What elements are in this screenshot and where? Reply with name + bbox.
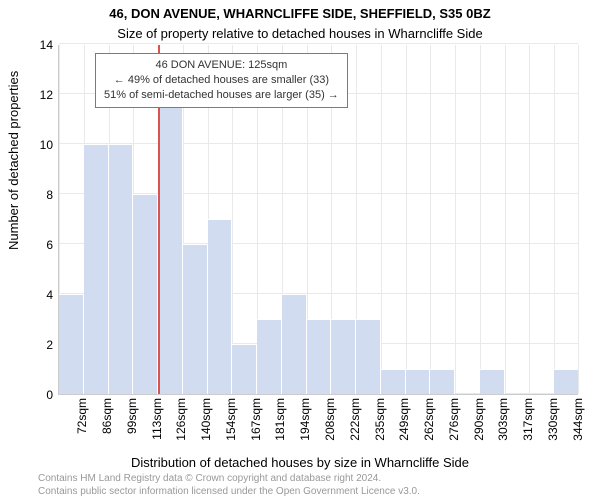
- x-axis-label: Distribution of detached houses by size …: [0, 455, 600, 470]
- x-tick: 303sqm: [496, 398, 510, 448]
- x-tick: 99sqm: [125, 398, 139, 448]
- histogram-bar: [232, 344, 257, 394]
- chart-container: 46, DON AVENUE, WHARNCLIFFE SIDE, SHEFFI…: [0, 0, 600, 500]
- y-tick: 2: [23, 338, 53, 352]
- histogram-bar: [158, 82, 183, 395]
- gridline-v: [480, 45, 481, 394]
- histogram-bar: [59, 294, 84, 394]
- x-tick: 154sqm: [224, 398, 238, 448]
- histogram-bar: [282, 294, 307, 394]
- histogram-bar: [133, 194, 158, 394]
- histogram-bar: [356, 319, 381, 394]
- histogram-bar: [554, 369, 579, 394]
- gridline-v: [406, 45, 407, 394]
- x-tick: 181sqm: [273, 398, 287, 448]
- x-tick: 222sqm: [348, 398, 362, 448]
- histogram-bar: [257, 319, 282, 394]
- x-tick: 208sqm: [323, 398, 337, 448]
- annotation-line-3: 51% of semi-detached houses are larger (…: [104, 88, 339, 103]
- x-tick: 262sqm: [422, 398, 436, 448]
- footer-line1: Contains HM Land Registry data © Crown c…: [38, 473, 420, 486]
- chart-title-desc: Size of property relative to detached ho…: [0, 26, 600, 41]
- y-tick: 0: [23, 388, 53, 402]
- histogram-bar: [331, 319, 356, 394]
- y-axis-label: Number of detached properties: [6, 71, 21, 250]
- gridline-v: [554, 45, 555, 394]
- y-tick: 8: [23, 188, 53, 202]
- gridline-v: [455, 45, 456, 394]
- gridline-h: [59, 143, 578, 144]
- annotation-line-1: 46 DON AVENUE: 125sqm: [104, 58, 339, 73]
- x-tick: 194sqm: [298, 398, 312, 448]
- y-tick: 14: [23, 38, 53, 52]
- gridline-v: [578, 45, 579, 394]
- x-tick: 167sqm: [249, 398, 263, 448]
- x-tick: 290sqm: [472, 398, 486, 448]
- x-tick: 330sqm: [546, 398, 560, 448]
- gridline-h: [59, 43, 578, 44]
- x-tick: 86sqm: [100, 398, 114, 448]
- x-tick: 126sqm: [174, 398, 188, 448]
- histogram-bar: [480, 369, 505, 394]
- histogram-bar: [109, 144, 134, 394]
- histogram-bar: [406, 369, 431, 394]
- x-tick: 72sqm: [75, 398, 89, 448]
- y-tick: 6: [23, 238, 53, 252]
- x-tick: 344sqm: [571, 398, 585, 448]
- chart-title-address: 46, DON AVENUE, WHARNCLIFFE SIDE, SHEFFI…: [0, 6, 600, 21]
- y-tick: 12: [23, 88, 53, 102]
- annotation-line-2: ← 49% of detached houses are smaller (33…: [104, 73, 339, 88]
- x-tick: 140sqm: [199, 398, 213, 448]
- annotation-box: 46 DON AVENUE: 125sqm← 49% of detached h…: [95, 53, 348, 108]
- gridline-v: [529, 45, 530, 394]
- histogram-bar: [84, 144, 109, 394]
- gridline-v: [430, 45, 431, 394]
- gridline-v: [381, 45, 382, 394]
- x-tick: 249sqm: [397, 398, 411, 448]
- histogram-bar: [208, 219, 233, 394]
- histogram-bar: [183, 244, 208, 394]
- gridline-v: [505, 45, 506, 394]
- x-tick: 317sqm: [521, 398, 535, 448]
- x-tick: 235sqm: [373, 398, 387, 448]
- y-tick: 4: [23, 288, 53, 302]
- histogram-bar: [307, 319, 332, 394]
- plot-area: 0246810121472sqm86sqm99sqm113sqm126sqm14…: [58, 45, 578, 395]
- x-tick: 113sqm: [150, 398, 164, 448]
- footer-line2: Contains public sector information licen…: [38, 486, 420, 499]
- histogram-bar: [430, 369, 455, 394]
- histogram-bar: [381, 369, 406, 394]
- footer-text: Contains HM Land Registry data © Crown c…: [38, 473, 420, 498]
- x-tick: 276sqm: [447, 398, 461, 448]
- y-tick: 10: [23, 138, 53, 152]
